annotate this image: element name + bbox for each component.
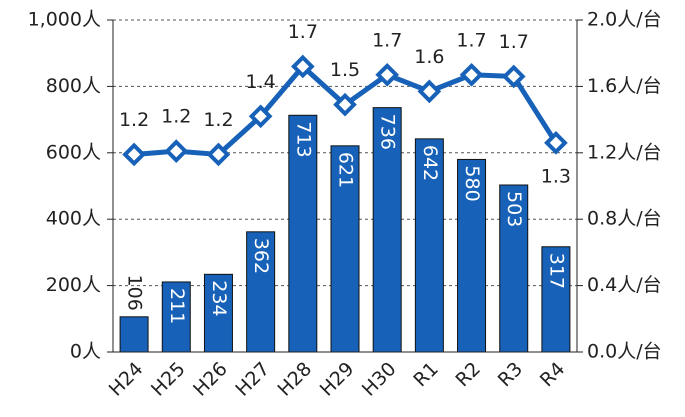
bar-value-label: 503 bbox=[503, 191, 525, 227]
bar bbox=[372, 107, 402, 353]
x-tick-label: R2 bbox=[452, 358, 485, 391]
x-tick-label: H27 bbox=[231, 358, 274, 401]
x-tick-label: H28 bbox=[273, 358, 316, 401]
bar-value-label: 106 bbox=[124, 275, 146, 311]
line-value-label: 1.5 bbox=[330, 59, 360, 81]
line-value-label: 1.6 bbox=[414, 46, 444, 68]
bar bbox=[161, 281, 191, 353]
line-marker bbox=[417, 79, 442, 104]
y-tick-label: 1,000人 bbox=[28, 9, 101, 31]
line-value-label: 1.7 bbox=[499, 31, 529, 53]
bar-value-label: 736 bbox=[377, 114, 399, 150]
bar bbox=[499, 184, 529, 353]
bar-value-label: 713 bbox=[292, 121, 314, 157]
line-marker bbox=[459, 62, 484, 87]
line-marker bbox=[333, 92, 357, 117]
x-tick-label: R3 bbox=[494, 358, 527, 391]
line-marker bbox=[375, 62, 400, 87]
line-value-label: 1.3 bbox=[541, 165, 571, 187]
bar-value-label: 234 bbox=[208, 280, 230, 316]
y-tick-label: 800人 bbox=[46, 75, 101, 97]
y2-tick-label: 0.0人/台 bbox=[587, 341, 662, 363]
y-tick-label: 600人 bbox=[46, 141, 101, 163]
bar bbox=[246, 231, 276, 353]
y-tick-label: 200人 bbox=[46, 274, 101, 296]
line-marker bbox=[248, 104, 273, 129]
y2-tick-label: 1.6人/台 bbox=[587, 75, 662, 97]
line-marker bbox=[290, 54, 315, 79]
line-value-label: 1.4 bbox=[246, 71, 276, 93]
y2-tick-label: 0.4人/台 bbox=[587, 274, 662, 296]
y2-tick-label: 0.8人/台 bbox=[587, 208, 662, 230]
bar-value-label: 580 bbox=[461, 165, 483, 201]
x-tick-label: H30 bbox=[358, 358, 401, 401]
bar-value-label: 317 bbox=[545, 253, 567, 289]
bar-value-label: 211 bbox=[166, 288, 188, 324]
x-tick-label: H25 bbox=[147, 358, 190, 401]
y2-tick-label: 2.0人/台 bbox=[587, 9, 662, 31]
x-tick-label: R4 bbox=[536, 358, 569, 391]
line-value-label: 1.2 bbox=[119, 109, 149, 131]
y2-tick-label: 1.2人/台 bbox=[587, 141, 662, 163]
bar bbox=[203, 273, 233, 353]
bar bbox=[541, 246, 571, 353]
bar bbox=[414, 138, 444, 353]
line-marker bbox=[164, 139, 189, 163]
line-value-label: 1.2 bbox=[161, 106, 191, 128]
x-tick-label: H29 bbox=[316, 358, 359, 401]
bar bbox=[119, 316, 149, 353]
bar-value-label: 642 bbox=[419, 145, 441, 181]
bar bbox=[330, 145, 360, 353]
line-marker bbox=[501, 64, 526, 89]
line-value-label: 1.7 bbox=[288, 21, 318, 43]
line-marker bbox=[206, 142, 231, 167]
y-tick-label: 400人 bbox=[46, 208, 101, 230]
line-value-label: 1.2 bbox=[203, 109, 233, 131]
line-marker bbox=[122, 142, 146, 167]
x-tick-label: H24 bbox=[105, 358, 148, 401]
line-value-label: 1.7 bbox=[372, 29, 402, 51]
line-value-label: 1.7 bbox=[456, 29, 486, 51]
x-tick-label: H26 bbox=[189, 358, 232, 401]
bar bbox=[288, 114, 318, 353]
x-tick-label: R1 bbox=[409, 358, 442, 391]
bar-value-label: 621 bbox=[335, 152, 357, 188]
line-marker bbox=[544, 131, 568, 155]
bar bbox=[457, 158, 487, 353]
bar-value-label: 362 bbox=[250, 238, 272, 274]
y-tick-label: 0人 bbox=[70, 341, 101, 363]
